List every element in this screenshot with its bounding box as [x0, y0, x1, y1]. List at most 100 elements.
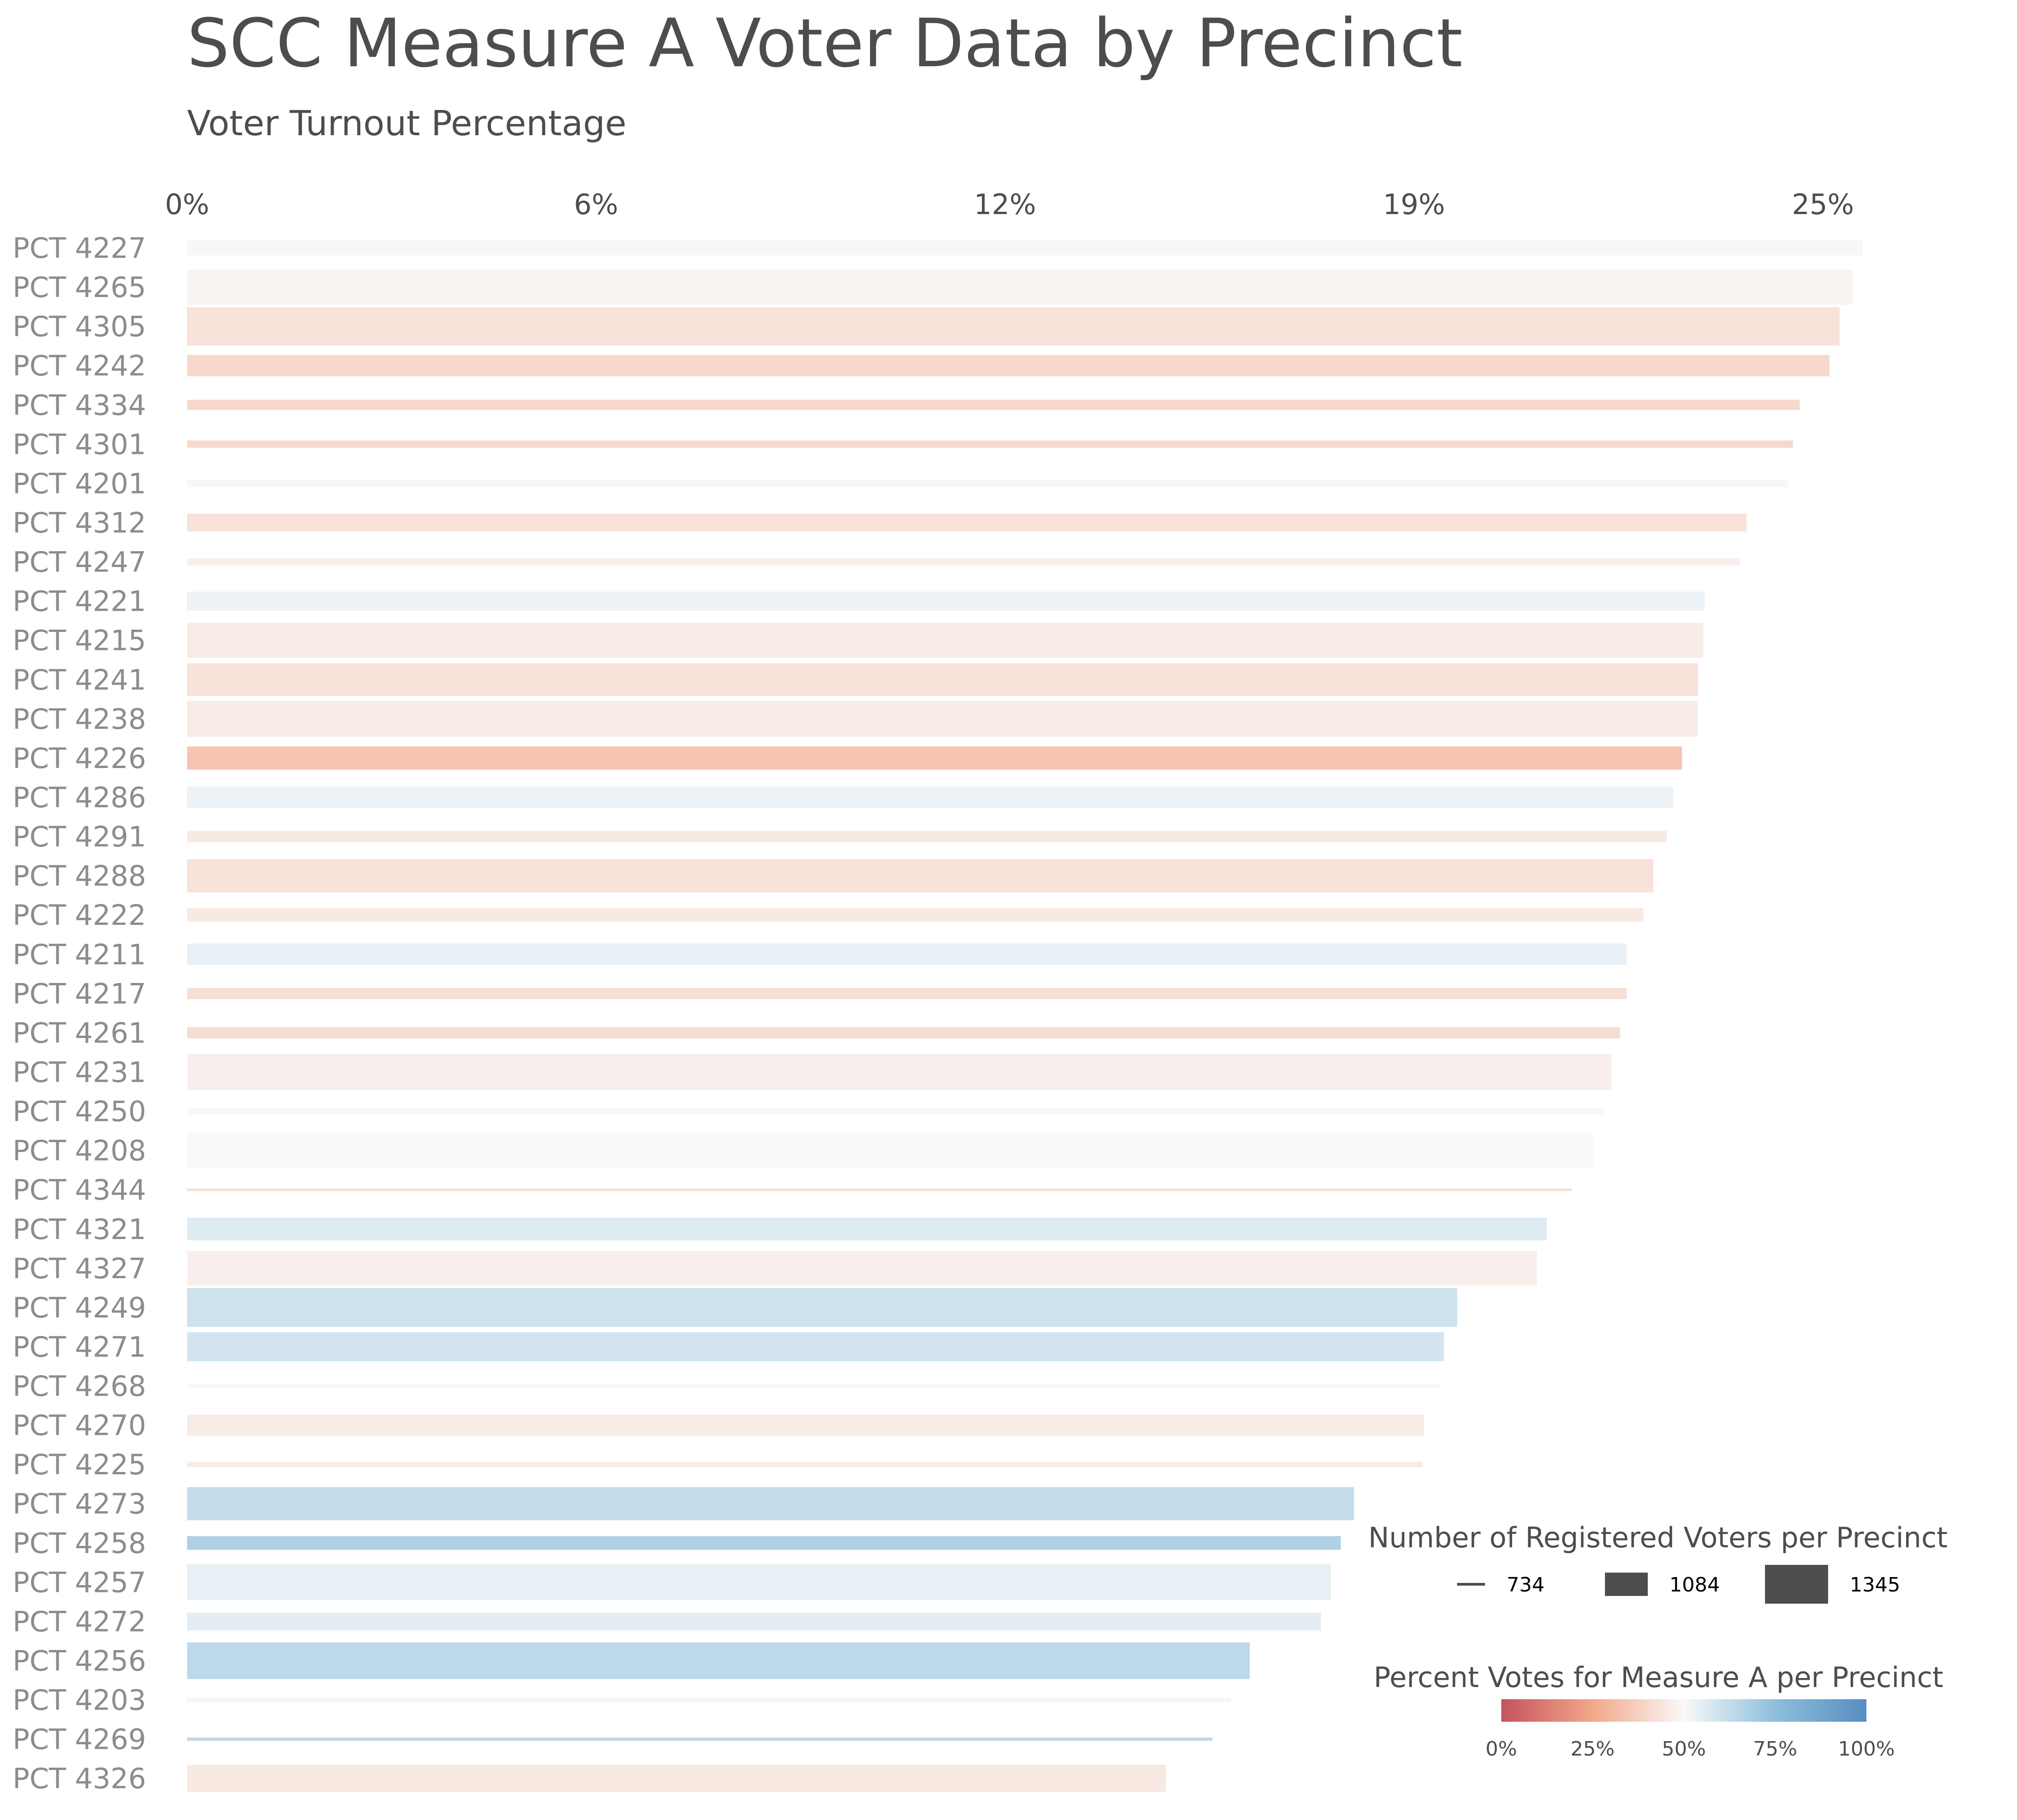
bar — [187, 746, 1682, 770]
bar — [187, 988, 1627, 999]
row-label: PCT 4222 — [13, 899, 146, 932]
row-label: PCT 4241 — [13, 663, 146, 696]
row-label: PCT 4231 — [13, 1056, 146, 1088]
colorbar — [1501, 1699, 1866, 1722]
colorbar-tick-label: 50% — [1662, 1738, 1706, 1761]
bar — [187, 400, 1800, 410]
bar — [187, 240, 1863, 256]
row-label: PCT 4291 — [13, 820, 146, 853]
bar — [187, 787, 1673, 808]
row-label: PCT 4272 — [13, 1605, 146, 1638]
bar — [187, 1612, 1321, 1631]
size-legend-swatch — [1765, 1565, 1828, 1604]
bar — [187, 1188, 1572, 1191]
row-label: PCT 4269 — [13, 1723, 146, 1756]
row-label: PCT 4321 — [13, 1213, 146, 1246]
bar — [187, 1027, 1620, 1038]
row-label: PCT 4261 — [13, 1016, 146, 1049]
bar — [187, 307, 1840, 346]
colorbar-tick-label: 0% — [1485, 1738, 1517, 1761]
bar — [187, 1564, 1331, 1601]
bar — [187, 1737, 1213, 1741]
row-label: PCT 4215 — [13, 624, 146, 657]
bar — [187, 943, 1627, 965]
size-legend-swatch — [1605, 1573, 1648, 1596]
color-legend-title: Percent Votes for Measure A per Precinct — [1374, 1661, 1944, 1694]
row-label: PCT 4203 — [13, 1684, 146, 1717]
size-legend-title: Number of Registered Voters per Precinct — [1368, 1521, 1948, 1554]
size-legend-label: 1345 — [1850, 1573, 1900, 1596]
bar — [187, 831, 1667, 842]
row-label: PCT 4226 — [13, 742, 146, 775]
row-label: PCT 4265 — [13, 271, 146, 304]
bar — [187, 480, 1788, 487]
color-legend: 0% 25% 50% 75% 100% — [1485, 1699, 1895, 1761]
row-label: PCT 4312 — [13, 506, 146, 539]
row-label: PCT 4217 — [13, 977, 146, 1010]
row-label: PCT 4288 — [13, 860, 146, 892]
size-legend-label: 734 — [1507, 1573, 1545, 1596]
row-label: PCT 4208 — [13, 1134, 146, 1167]
bar — [187, 1054, 1612, 1090]
row-label: PCT 4256 — [13, 1645, 146, 1678]
size-legend-swatch — [1457, 1583, 1485, 1586]
row-label: PCT 4242 — [13, 349, 146, 382]
colorbar-tick-label: 25% — [1571, 1738, 1615, 1761]
bar — [187, 1642, 1250, 1679]
bar — [187, 1217, 1547, 1240]
x-tick-label: 19% — [1383, 188, 1445, 221]
bar — [187, 1332, 1444, 1362]
y-axis-labels: PCT 4227 PCT 4265 PCT 4305 PCT 4242 PCT 4334… — [13, 232, 146, 1795]
row-label: PCT 4270 — [13, 1409, 146, 1442]
size-legend: 734 1084 1345 — [1457, 1565, 1900, 1604]
x-axis-ticks: 0% 6% 12% 19% 25% — [165, 188, 1854, 221]
x-tick-label: 0% — [165, 188, 209, 221]
bar — [187, 908, 1644, 922]
bar — [187, 558, 1740, 566]
row-label: PCT 4249 — [13, 1291, 146, 1324]
row-label: PCT 4257 — [13, 1566, 146, 1599]
bar — [187, 1288, 1458, 1327]
bar — [187, 1108, 1604, 1115]
bar — [187, 1251, 1537, 1285]
bar — [187, 1384, 1441, 1388]
bar — [187, 591, 1705, 611]
x-tick-label: 25% — [1792, 188, 1854, 221]
bar — [187, 1462, 1423, 1468]
x-tick-label: 12% — [974, 188, 1036, 221]
bar — [187, 270, 1853, 305]
bar — [187, 700, 1698, 737]
bar — [187, 1697, 1231, 1702]
row-label: PCT 4271 — [13, 1331, 146, 1363]
bar — [187, 663, 1698, 696]
row-label: PCT 4211 — [13, 938, 146, 971]
bar — [187, 355, 1830, 376]
row-label: PCT 4201 — [13, 467, 146, 500]
row-label: PCT 4227 — [13, 232, 146, 265]
row-label: PCT 4250 — [13, 1095, 146, 1128]
row-label: PCT 4273 — [13, 1487, 146, 1520]
row-label: PCT 4327 — [13, 1252, 146, 1285]
bar — [187, 1414, 1424, 1436]
row-label: PCT 4286 — [13, 781, 146, 814]
bars — [187, 240, 1863, 1792]
bar — [187, 1536, 1341, 1550]
chart-subtitle: Voter Turnout Percentage — [187, 104, 627, 144]
row-label: PCT 4238 — [13, 703, 146, 736]
row-label: PCT 4344 — [13, 1174, 146, 1207]
bar — [187, 1487, 1354, 1521]
size-legend-label: 1084 — [1669, 1573, 1720, 1596]
row-label: PCT 4268 — [13, 1370, 146, 1403]
bar — [187, 440, 1793, 448]
bar — [187, 622, 1703, 658]
row-label: PCT 4326 — [13, 1762, 146, 1795]
chart-title: SCC Measure A Voter Data by Precinct — [187, 5, 1463, 82]
row-label: PCT 4301 — [13, 428, 146, 461]
row-label: PCT 4334 — [13, 389, 146, 421]
bar — [187, 513, 1747, 532]
bar — [187, 1132, 1594, 1169]
row-label: PCT 4258 — [13, 1527, 146, 1559]
row-label: PCT 4221 — [13, 585, 146, 618]
x-tick-label: 6% — [574, 188, 618, 221]
